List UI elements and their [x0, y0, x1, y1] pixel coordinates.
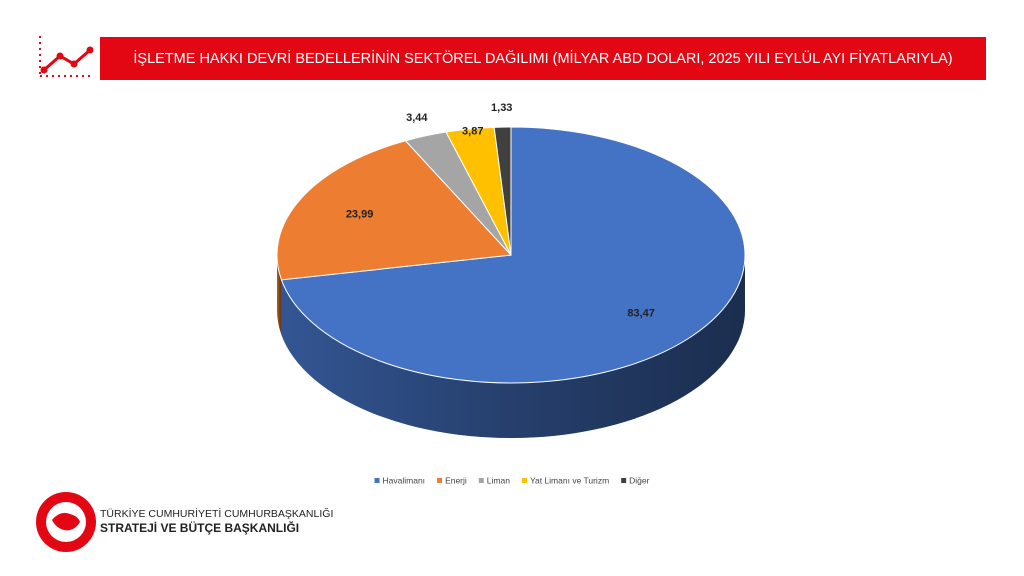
legend: Havalimanı Enerji Liman Yat Limanı ve Turiz…	[374, 475, 650, 485]
legend-label: Enerji	[445, 475, 467, 485]
data-label: 83,47	[627, 307, 655, 319]
legend-label: Diğer	[629, 475, 649, 485]
pie-side-shade	[281, 255, 745, 439]
pie-chart: 83,47 23,99 3,44 3,87 1,33	[276, 102, 746, 439]
pie-slice	[493, 126, 512, 256]
legend-swatch	[521, 478, 527, 483]
legend-label: Havalimanı	[383, 475, 426, 485]
header-title: İŞLETME HAKKI DEVRİ BEDELLERİNİN SEKTÖRE…	[133, 49, 952, 67]
legend-swatch	[621, 478, 627, 483]
footer-logo	[36, 492, 96, 552]
footer-line2: STRATEJİ VE BÜTÇE BAŞKANLIĞI	[100, 520, 299, 535]
pie-slice	[276, 140, 513, 281]
header-banner	[100, 37, 986, 80]
data-label: 3,44	[406, 112, 428, 124]
legend-swatch	[374, 478, 380, 483]
header-icon	[39, 36, 94, 77]
legend-label: Yat Limanı ve Turizm	[530, 475, 609, 485]
footer-line1: TÜRKİYE CUMHURİYETİ CUMHURBAŞKANLIĞI	[100, 507, 333, 520]
data-label: 23,99	[346, 208, 374, 220]
legend-label: Liman	[487, 475, 510, 485]
legend-swatch	[478, 478, 484, 483]
legend-swatch	[437, 478, 443, 483]
pie-side-shade	[277, 255, 282, 335]
pie-slice	[280, 126, 746, 384]
data-label: 3,87	[462, 126, 483, 138]
data-label: 1,33	[491, 102, 512, 114]
